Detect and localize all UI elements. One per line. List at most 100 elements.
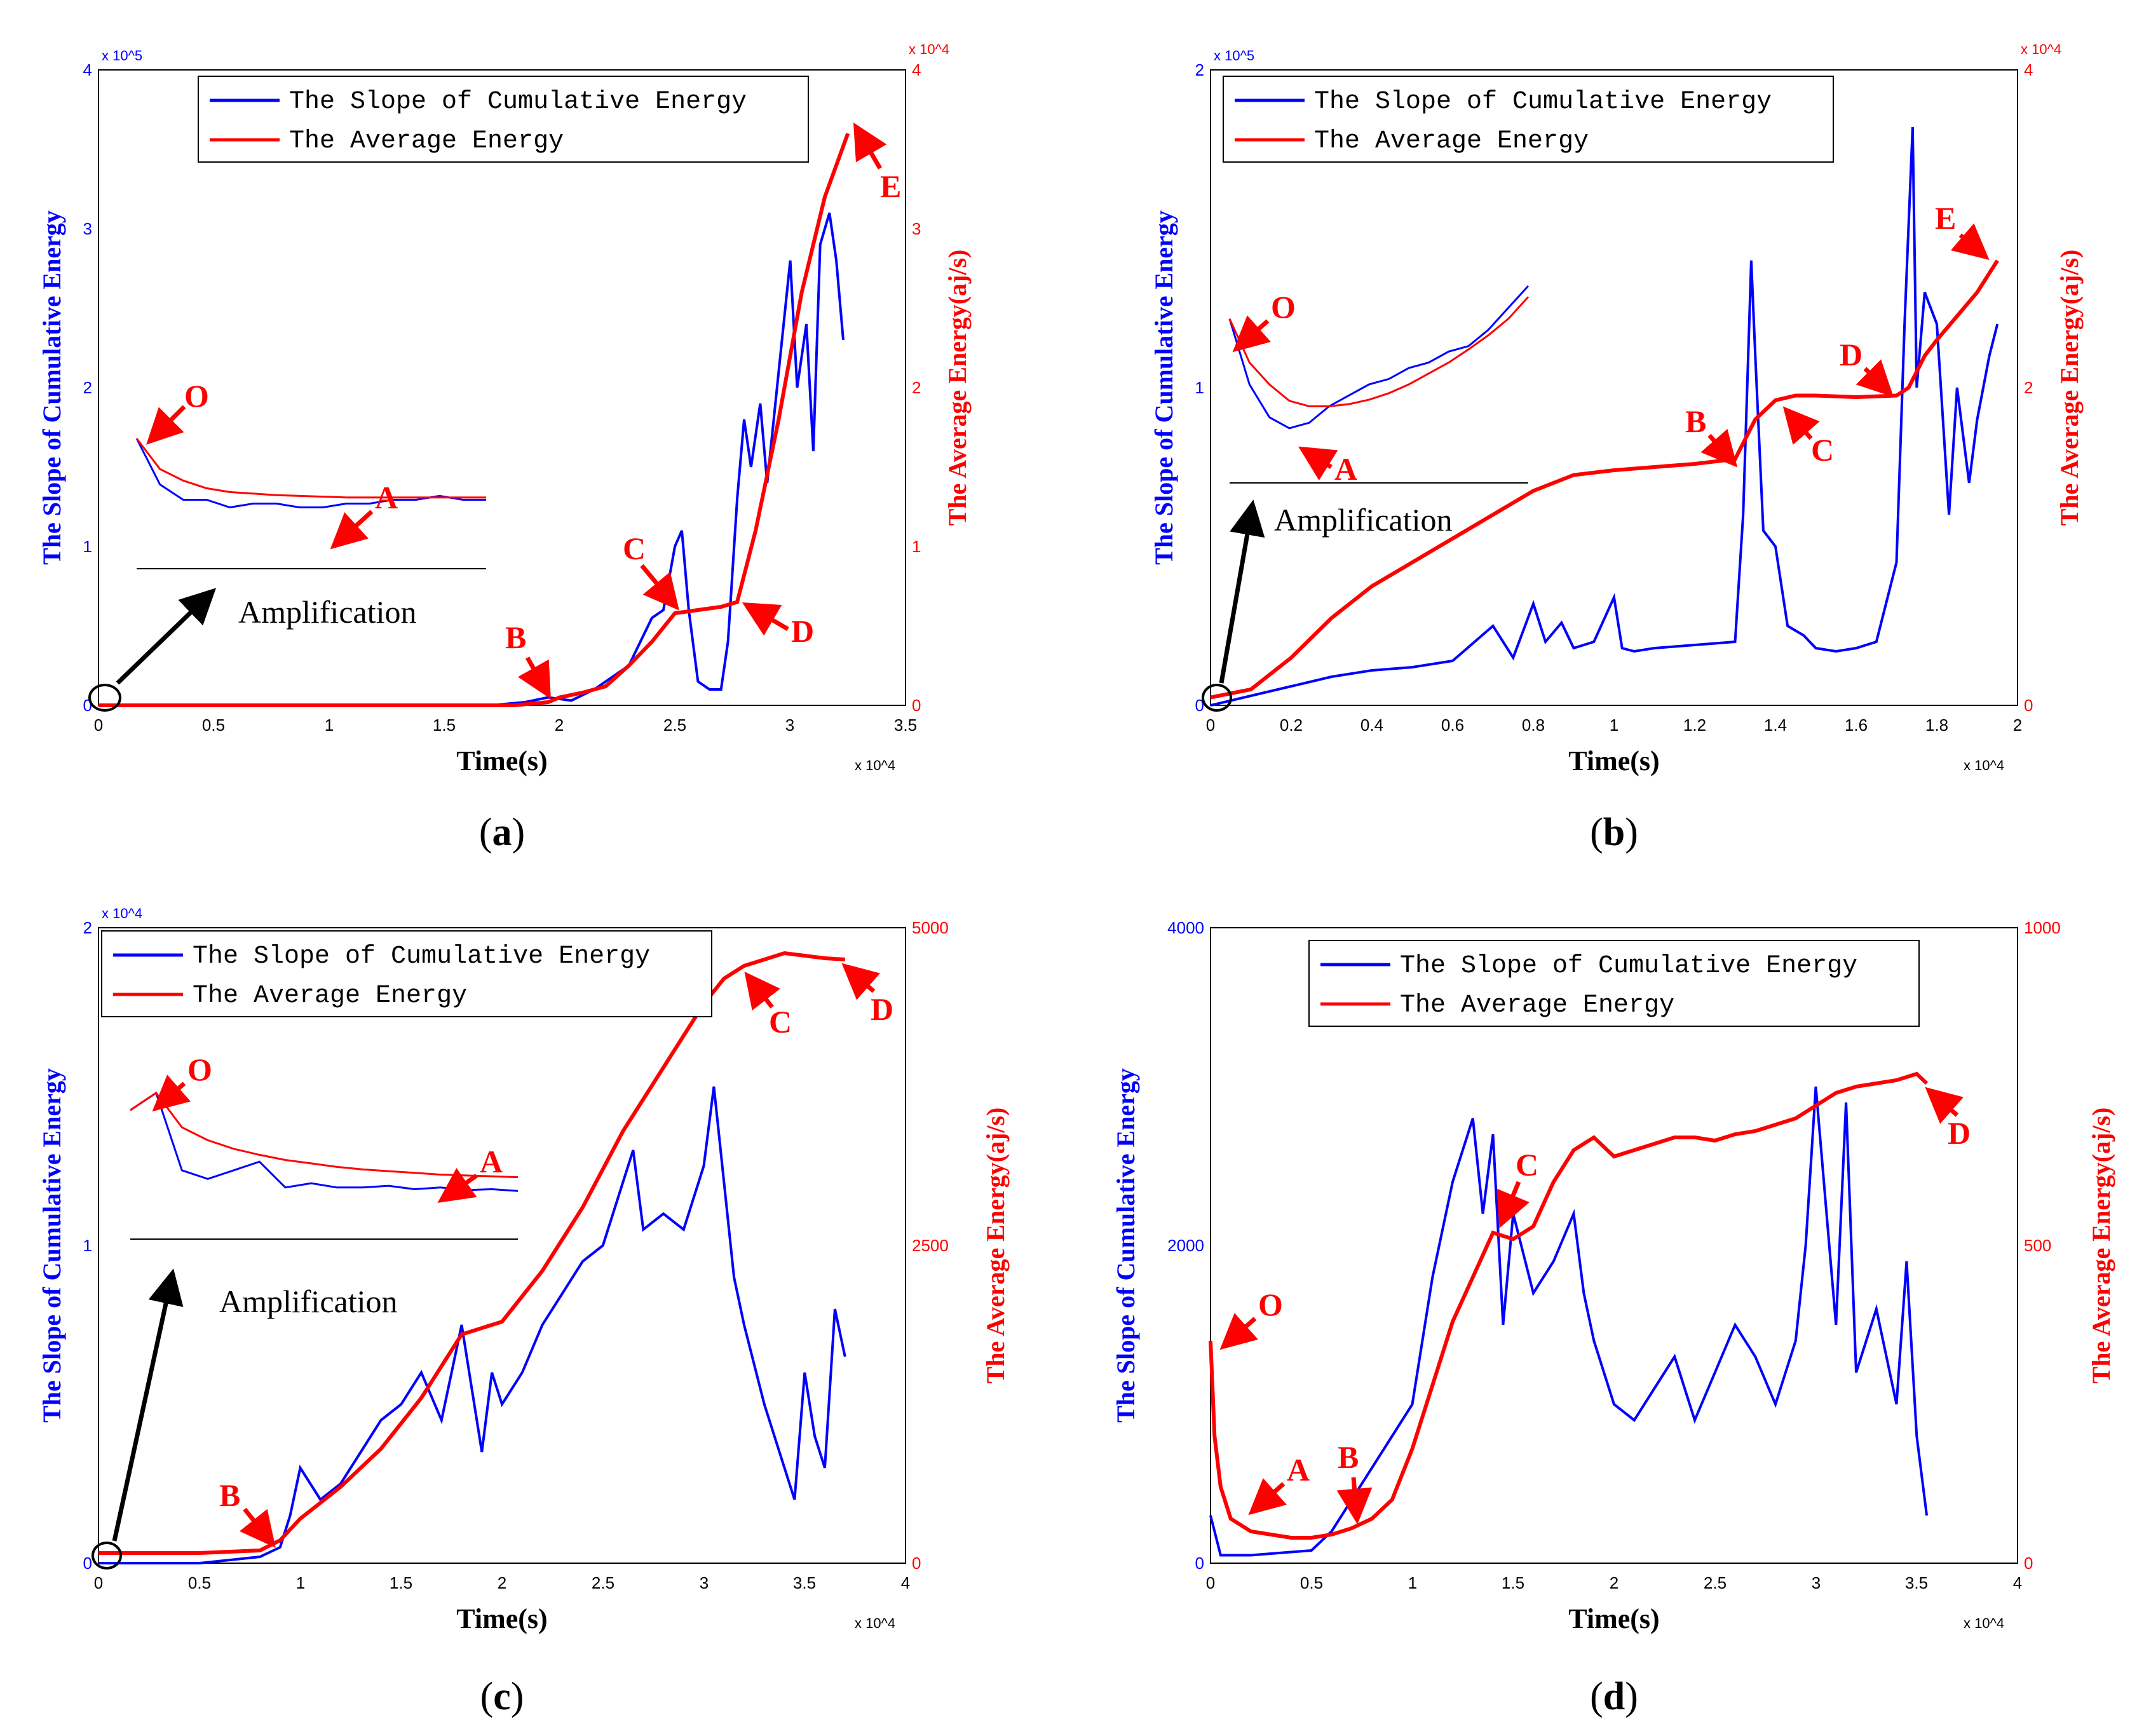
left-tick-label: 1 xyxy=(83,1236,92,1255)
x-tick-label: 2.5 xyxy=(1704,1573,1727,1592)
x-tick-label: 0 xyxy=(1206,1573,1215,1592)
x-multiplier: x 10^4 xyxy=(1964,757,2004,773)
y-axis-label-right: The Average Energy(aj/s) xyxy=(981,1108,1010,1384)
point-arrow-b xyxy=(517,656,551,700)
point-arrow-a xyxy=(1248,1478,1287,1516)
amplification-arrow xyxy=(112,1268,184,1542)
x-tick-label: 4 xyxy=(2013,1573,2022,1592)
series-layer xyxy=(1209,1071,1929,1557)
point-label-e: E xyxy=(880,168,901,204)
point-label-o: O xyxy=(1258,1287,1283,1322)
annotations: O A B C D E xyxy=(146,122,901,700)
left-multiplier: x 10^5 xyxy=(102,48,142,64)
point-label-a: A xyxy=(1287,1452,1310,1488)
legend: The Slope of Cumulative Energy The Avera… xyxy=(1308,940,1920,1027)
annotations: O A B C D xyxy=(152,963,893,1548)
x-tick-label: 3.5 xyxy=(1905,1573,1928,1592)
x-ticks: 0 0.5 1 1.5 2 2.5 3 3.5 4 xyxy=(1206,1573,2022,1592)
x-tick-label: 0.6 xyxy=(1441,715,1464,735)
amplification-label: Amplification xyxy=(1274,502,1453,538)
left-ticks: 0 1 2 xyxy=(83,918,92,1573)
right-multiplier: x 10^4 xyxy=(2021,41,2061,57)
right-ticks: 0 1 2 3 4 xyxy=(912,60,921,715)
point-arrow-d xyxy=(1856,359,1894,397)
x-tick-label: 1.6 xyxy=(1845,715,1868,735)
legend-label-average: The Average Energy xyxy=(289,127,564,156)
left-tick-label: 1 xyxy=(1195,378,1204,397)
right-ticks: 0 2 4 xyxy=(2024,60,2033,715)
left-tick-label: 2 xyxy=(83,918,92,937)
left-tick-label: 4 xyxy=(83,60,92,79)
series-layer xyxy=(1210,126,1999,707)
right-tick-label: 500 xyxy=(2024,1236,2051,1255)
inset xyxy=(130,1091,519,1240)
inset-average-line xyxy=(135,438,486,499)
panel-caption: (d) xyxy=(1590,1675,1638,1718)
y-axis-label-right: The Average Energy(aj/s) xyxy=(2055,250,2084,526)
annotations: O A B C D xyxy=(1219,1087,1971,1524)
x-multiplier: x 10^4 xyxy=(855,1615,895,1631)
x-tick-label: 3 xyxy=(1812,1573,1821,1592)
right-tick-label: 2 xyxy=(2024,378,2033,397)
legend-label-slope: The Slope of Cumulative Energy xyxy=(289,88,747,116)
x-tick-label: 3 xyxy=(700,1573,709,1592)
x-tick-label: 0.8 xyxy=(1522,715,1545,735)
slope-series-line xyxy=(1210,126,1999,707)
y-axis-label-left: The Slope of Cumulative Energy xyxy=(37,210,66,565)
point-arrow-b xyxy=(1336,1477,1373,1524)
point-arrow-o xyxy=(152,1075,191,1112)
point-arrow-o xyxy=(146,405,186,445)
y-axis-label-left: The Slope of Cumulative Energy xyxy=(1111,1068,1140,1423)
y-axis-label-left: The Slope of Cumulative Energy xyxy=(1150,210,1178,565)
x-tick-label: 3.5 xyxy=(793,1573,816,1592)
left-tick-label: 0 xyxy=(1195,1554,1204,1573)
right-tick-label: 0 xyxy=(2024,696,2033,715)
x-tick-label: 1 xyxy=(1610,715,1618,735)
left-multiplier: x 10^5 xyxy=(1214,48,1254,64)
right-ticks: 0 2500 5000 xyxy=(912,918,949,1573)
point-arrow-d xyxy=(841,963,881,1000)
x-axis-label: Time(s) xyxy=(1568,745,1659,776)
left-tick-label: 2000 xyxy=(1167,1236,1204,1255)
x-tick-label: 3.5 xyxy=(894,715,917,735)
x-tick-label: 2.5 xyxy=(592,1573,614,1592)
right-tick-label: 0 xyxy=(2024,1554,2033,1573)
point-arrow-b xyxy=(239,1507,276,1548)
panel-caption: (c) xyxy=(480,1675,524,1718)
panel-a: 0 0.5 1 1.5 2 2.5 3 3.5 x 10^4 0 1 2 3 4… xyxy=(37,41,972,854)
x-ticks: 0 0.2 0.4 0.6 0.8 1 1.2 1.4 1.6 1.8 2 xyxy=(1206,715,2022,735)
left-tick-label: 0 xyxy=(1195,696,1204,715)
point-label-b: B xyxy=(1338,1439,1359,1475)
left-tick-label: 2 xyxy=(1195,60,1204,79)
point-arrow-c xyxy=(744,971,780,1011)
panel-b: 0 0.2 0.4 0.6 0.8 1 1.2 1.4 1.6 1.8 2 x … xyxy=(1150,41,2084,854)
x-axis-label: Time(s) xyxy=(456,1603,547,1634)
x-tick-label: 2 xyxy=(555,715,564,735)
origin-circle xyxy=(88,684,121,712)
slope-series-line xyxy=(1209,1086,1929,1557)
average-series-line xyxy=(1209,1071,1929,1540)
x-ticks: 0 0.5 1 1.5 2 2.5 3 3.5 xyxy=(94,715,917,735)
point-label-b: B xyxy=(1685,403,1706,439)
x-multiplier: x 10^4 xyxy=(1964,1615,2004,1631)
x-tick-label: 2.5 xyxy=(663,715,686,735)
x-tick-label: 1.4 xyxy=(1764,715,1787,735)
slope-series-line xyxy=(98,212,845,707)
amplification-label: Amplification xyxy=(238,594,417,630)
inset-slope-line xyxy=(1228,285,1530,430)
x-tick-label: 1.8 xyxy=(1925,715,1948,735)
x-tick-label: 1.5 xyxy=(1502,1573,1524,1592)
series-layer xyxy=(98,951,846,1564)
x-tick-label: 0.2 xyxy=(1280,715,1303,735)
right-tick-label: 4 xyxy=(2024,60,2033,79)
series-layer xyxy=(98,132,850,707)
x-axis-label: Time(s) xyxy=(1568,1603,1659,1634)
x-tick-label: 0.5 xyxy=(188,1573,211,1592)
legend-label-slope: The Slope of Cumulative Energy xyxy=(193,942,650,971)
right-multiplier: x 10^4 xyxy=(909,41,949,57)
average-series-line xyxy=(98,951,845,1555)
average-series-line xyxy=(98,132,850,707)
left-tick-label: 3 xyxy=(83,219,92,238)
point-label-d: D xyxy=(871,991,893,1027)
inset-average-line xyxy=(130,1091,519,1179)
